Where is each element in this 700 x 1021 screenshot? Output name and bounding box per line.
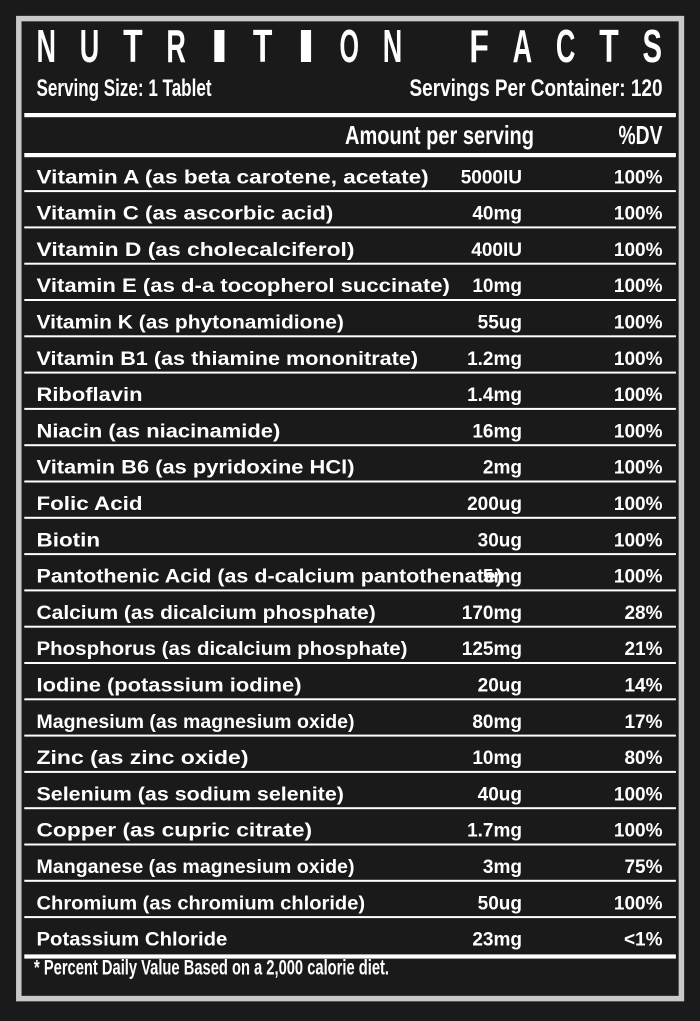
svg-text:Pantothenic Acid (as d-calcium: Pantothenic Acid (as d-calcium pantothen… bbox=[37, 567, 503, 588]
svg-text:75%: 75% bbox=[624, 857, 662, 878]
svg-text:O: O bbox=[340, 20, 360, 72]
svg-text:Calcium (as dicalcium phosphat: Calcium (as dicalcium phosphate) bbox=[37, 603, 376, 624]
svg-text:40mg: 40mg bbox=[472, 204, 522, 225]
svg-text:Phosphorus (as dicalcium phosp: Phosphorus (as dicalcium phosphate) bbox=[37, 639, 408, 660]
svg-text:28%: 28% bbox=[624, 603, 662, 624]
svg-text:R: R bbox=[166, 20, 186, 72]
svg-text:Chromium (as chromium chloride: Chromium (as chromium chloride) bbox=[37, 893, 366, 914]
svg-text:100%: 100% bbox=[614, 421, 663, 442]
svg-text:100%: 100% bbox=[614, 313, 663, 334]
svg-text:100%: 100% bbox=[614, 349, 663, 370]
svg-text:400IU: 400IU bbox=[471, 240, 522, 261]
svg-text:17%: 17% bbox=[624, 712, 662, 733]
svg-text:100%: 100% bbox=[614, 204, 663, 225]
svg-text:30ug: 30ug bbox=[478, 530, 522, 551]
svg-text:F: F bbox=[469, 20, 489, 72]
svg-text:80%: 80% bbox=[624, 748, 662, 769]
svg-text:2mg: 2mg bbox=[483, 458, 522, 479]
svg-text:I: I bbox=[296, 20, 316, 72]
svg-text:Selenium (as sodium selenite): Selenium (as sodium selenite) bbox=[37, 784, 344, 805]
svg-text:Vitamin B6 (as pyridoxine HCl): Vitamin B6 (as pyridoxine HCl) bbox=[37, 458, 355, 479]
svg-text:100%: 100% bbox=[614, 385, 663, 406]
svg-text:100%: 100% bbox=[614, 821, 663, 842]
svg-text:Iodine (potassium iodine): Iodine (potassium iodine) bbox=[37, 676, 302, 697]
svg-text:21%: 21% bbox=[624, 639, 662, 660]
svg-text:14%: 14% bbox=[624, 676, 662, 697]
svg-text:100%: 100% bbox=[614, 458, 663, 479]
svg-text:5mg: 5mg bbox=[483, 567, 522, 588]
svg-text:5000IU: 5000IU bbox=[461, 167, 522, 188]
svg-text:C: C bbox=[556, 20, 576, 72]
svg-text:T: T bbox=[123, 20, 143, 72]
svg-text:Potassium Chloride: Potassium Chloride bbox=[37, 930, 228, 951]
svg-text:T: T bbox=[599, 20, 619, 72]
svg-text:100%: 100% bbox=[614, 893, 663, 914]
svg-text:Manganese (as magnesium oxide): Manganese (as magnesium oxide) bbox=[37, 857, 355, 878]
svg-text:I: I bbox=[210, 20, 230, 72]
svg-text:125mg: 125mg bbox=[462, 639, 522, 660]
svg-text:<1%: <1% bbox=[624, 930, 663, 951]
svg-text:Vitamin B1 (as thiamine mononi: Vitamin B1 (as thiamine mononitrate) bbox=[37, 349, 419, 370]
svg-text:Copper (as cupric citrate): Copper (as cupric citrate) bbox=[37, 821, 313, 842]
svg-text:170mg: 170mg bbox=[462, 603, 522, 624]
svg-text:80mg: 80mg bbox=[472, 712, 522, 733]
svg-text:55ug: 55ug bbox=[478, 313, 522, 334]
svg-text:Vitamin A (as beta carotene, a: Vitamin A (as beta carotene, acetate) bbox=[37, 167, 429, 188]
svg-text:100%: 100% bbox=[614, 784, 663, 805]
svg-text:10mg: 10mg bbox=[472, 748, 522, 769]
svg-text:10mg: 10mg bbox=[472, 276, 522, 297]
svg-text:100%: 100% bbox=[614, 240, 663, 261]
svg-text:N: N bbox=[37, 20, 57, 72]
svg-text:* Percent Daily Value Based on: * Percent Daily Value Based on a 2,000 c… bbox=[34, 956, 389, 979]
svg-text:1.7mg: 1.7mg bbox=[467, 821, 522, 842]
svg-text:200ug: 200ug bbox=[467, 494, 522, 515]
svg-text:Zinc (as zinc oxide): Zinc (as zinc oxide) bbox=[37, 748, 249, 769]
svg-text:Riboflavin: Riboflavin bbox=[37, 385, 143, 406]
svg-text:A: A bbox=[513, 20, 533, 72]
svg-text:1.2mg: 1.2mg bbox=[467, 349, 522, 370]
svg-text:100%: 100% bbox=[614, 567, 663, 588]
svg-text:Folic Acid: Folic Acid bbox=[37, 494, 143, 515]
svg-text:U: U bbox=[80, 20, 100, 72]
svg-text:%DV: %DV bbox=[619, 120, 663, 150]
svg-text:23mg: 23mg bbox=[472, 930, 522, 951]
svg-text:S: S bbox=[643, 20, 663, 72]
svg-text:Servings Per Container: 120: Servings Per Container: 120 bbox=[410, 75, 663, 102]
svg-text:Vitamin D (as cholecalciferol): Vitamin D (as cholecalciferol) bbox=[37, 240, 355, 261]
svg-text:N: N bbox=[383, 20, 403, 72]
svg-text:50ug: 50ug bbox=[478, 893, 522, 914]
svg-text:20ug: 20ug bbox=[478, 676, 522, 697]
svg-text:1.4mg: 1.4mg bbox=[467, 385, 522, 406]
svg-text:100%: 100% bbox=[614, 276, 663, 297]
svg-text:100%: 100% bbox=[614, 530, 663, 551]
svg-text:T: T bbox=[253, 20, 273, 72]
svg-text:Amount per serving: Amount per serving bbox=[345, 120, 534, 150]
svg-text:100%: 100% bbox=[614, 167, 663, 188]
svg-text:Magnesium (as magnesium oxide): Magnesium (as magnesium oxide) bbox=[37, 712, 355, 733]
svg-text:16mg: 16mg bbox=[472, 421, 522, 442]
svg-text:40ug: 40ug bbox=[478, 784, 522, 805]
svg-text:3mg: 3mg bbox=[483, 857, 522, 878]
svg-text:Vitamin C (as ascorbic acid): Vitamin C (as ascorbic acid) bbox=[37, 204, 334, 225]
svg-text:Vitamin E (as d-a tocopherol s: Vitamin E (as d-a tocopherol succinate) bbox=[37, 276, 450, 297]
svg-text:Serving Size: 1 Tablet: Serving Size: 1 Tablet bbox=[37, 75, 212, 102]
svg-text:100%: 100% bbox=[614, 494, 663, 515]
svg-text:Biotin: Biotin bbox=[37, 530, 101, 551]
svg-text:Vitamin K (as phytonamidione): Vitamin K (as phytonamidione) bbox=[37, 313, 344, 334]
svg-text:Niacin (as niacinamide): Niacin (as niacinamide) bbox=[37, 421, 281, 442]
